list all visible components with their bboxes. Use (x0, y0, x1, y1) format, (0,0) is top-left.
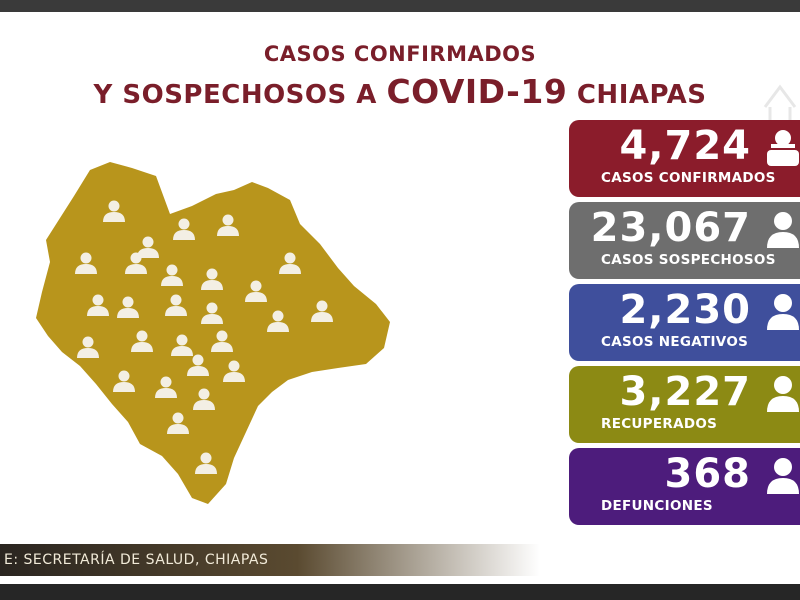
person-icon (167, 412, 189, 434)
title-line-2-prefix: Y SOSPECHOSOS A (93, 80, 387, 110)
group-icon (767, 130, 799, 166)
person-icon (155, 376, 177, 398)
person-icon (125, 252, 147, 274)
person-icon (187, 354, 209, 376)
title-line-1: CASOS CONFIRMADOS (0, 42, 800, 66)
stat-card-confirmados: 4,724 CASOS CONFIRMADOS (569, 120, 800, 197)
title-line-1-text: CASOS CONFIRMADOS (263, 42, 537, 66)
stat-label: CASOS NEGATIVOS (601, 334, 749, 350)
stat-card-defunciones: 368 DEFUNCIONES (569, 448, 800, 525)
source-banner: E: SECRETARÍA DE SALUD, CHIAPAS (0, 544, 540, 576)
person-icon (131, 330, 153, 352)
person-icon (245, 280, 267, 302)
stat-label: CASOS CONFIRMADOS (601, 170, 776, 186)
person-icon (171, 334, 193, 356)
person-icon (75, 252, 97, 274)
stat-value: 23,067 (590, 205, 751, 251)
person-icon (211, 330, 233, 352)
person-icon (103, 200, 125, 222)
person-icon (767, 294, 799, 330)
title-line-2: Y SOSPECHOSOS A COVID-19 CHIAPAS (0, 72, 800, 111)
chiapas-map-shape (36, 162, 390, 504)
person-icon (117, 296, 139, 318)
person-icon (193, 388, 215, 410)
person-icon (165, 294, 187, 316)
stat-card-sospechosos: 23,067 CASOS SOSPECHOSOS (569, 202, 800, 279)
person-icon (217, 214, 239, 236)
stat-card-recuperados: 3,227 RECUPERADOS (569, 366, 800, 443)
stat-value: 2,230 (619, 287, 751, 333)
infographic-panel: CASOS CONFIRMADOS Y SOSPECHOSOS A COVID-… (0, 12, 800, 584)
person-icon (87, 294, 109, 316)
person-icon (161, 264, 183, 286)
source-text: E: SECRETARÍA DE SALUD, CHIAPAS (4, 552, 269, 568)
stat-card-negativos: 2,230 CASOS NEGATIVOS (569, 284, 800, 361)
person-icon (173, 218, 195, 240)
person-icon (223, 360, 245, 382)
person-icon (201, 302, 223, 324)
person-icon (195, 452, 217, 474)
title-line-2-suffix: CHIAPAS (567, 80, 707, 110)
person-icon (279, 252, 301, 274)
person-icon (267, 310, 289, 332)
stat-label: RECUPERADOS (601, 416, 718, 432)
person-icon (77, 336, 99, 358)
chiapas-map (36, 162, 390, 504)
title-line-2-highlight: COVID-19 (386, 72, 568, 111)
stat-value: 368 (664, 451, 751, 497)
stat-value: 4,724 (619, 123, 751, 169)
person-icon (201, 268, 223, 290)
people-icons (75, 200, 333, 474)
person-icon (311, 300, 333, 322)
person-icon (767, 212, 799, 248)
person-icon (767, 376, 799, 412)
top-bar (0, 0, 800, 12)
person-icon (113, 370, 135, 392)
stat-label: DEFUNCIONES (601, 498, 713, 514)
stat-value: 3,227 (619, 369, 751, 415)
stat-label: CASOS SOSPECHOSOS (601, 252, 776, 268)
person-icon (137, 236, 159, 258)
bottom-bar (0, 584, 800, 600)
person-icon (767, 458, 799, 494)
